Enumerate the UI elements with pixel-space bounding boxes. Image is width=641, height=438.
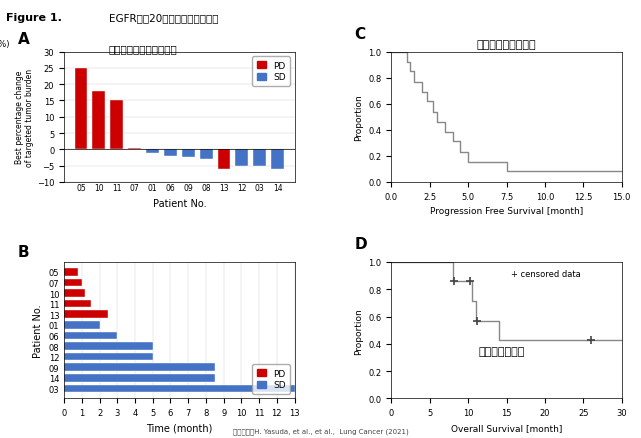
Bar [92,92,105,150]
Bar [64,374,215,382]
Y-axis label: Proportion: Proportion [354,94,363,141]
Bar [64,353,153,360]
Bar [146,150,159,153]
Bar [64,300,90,308]
Bar [271,150,284,170]
Point [465,278,475,285]
Bar [74,69,87,150]
Bar [128,148,141,150]
X-axis label: Patient No.: Patient No. [153,198,206,208]
Point [586,336,596,343]
Y-axis label: Proportion: Proportion [354,307,363,354]
Bar [64,364,215,371]
Bar [217,150,231,170]
Bar [164,150,177,156]
Bar [110,101,123,150]
Bar [64,343,153,350]
Y-axis label: Best percentage change
of targeted tumor burden: Best percentage change of targeted tumor… [15,68,34,166]
Text: C: C [354,27,365,42]
Bar [253,150,266,166]
Bar [64,279,82,286]
Text: 奥希替尼的治疗应答情况: 奥希替尼的治疗应答情况 [109,44,178,54]
X-axis label: Progression Free Survival [month]: Progression Free Survival [month] [430,207,583,215]
Text: EGFR基因20外显子插入突变使用: EGFR基因20外显子插入突变使用 [109,13,219,23]
Bar [200,150,213,160]
Text: Figure 1.: Figure 1. [6,13,62,23]
Bar [64,385,295,392]
Bar [64,268,78,276]
X-axis label: Time (month): Time (month) [146,423,213,433]
Text: + censored data: + censored data [511,269,581,278]
Text: 中位总生存时间: 中位总生存时间 [479,346,525,356]
Bar [182,150,195,158]
Text: (%): (%) [0,40,10,49]
Point [472,318,483,325]
Text: 图片来源：H. Yasuda, et al., et al.,  Lung Cancer (2021): 图片来源：H. Yasuda, et al., et al., Lung Can… [233,427,408,434]
Bar [235,150,248,166]
Legend: PD, SD: PD, SD [252,364,290,394]
Bar [64,290,85,297]
Bar [64,321,99,329]
Bar [64,332,117,339]
Text: A: A [18,32,29,47]
Title: 中位无进展生存时间: 中位无进展生存时间 [477,40,537,50]
Text: D: D [354,237,367,251]
Y-axis label: Patient No.: Patient No. [33,304,43,357]
Legend: PD, SD: PD, SD [252,57,290,87]
X-axis label: Overall Survival [month]: Overall Survival [month] [451,423,562,432]
Bar [64,311,108,318]
Point [449,278,460,285]
Text: B: B [18,244,29,260]
